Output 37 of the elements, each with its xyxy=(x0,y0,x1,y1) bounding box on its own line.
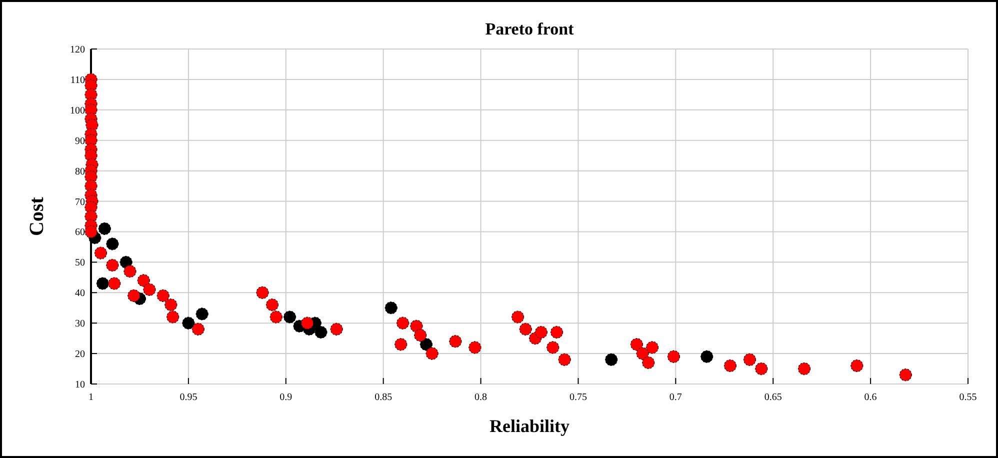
x-tick-label: 0.7 xyxy=(669,392,682,403)
x-axis-title: Reliability xyxy=(490,416,570,436)
point xyxy=(96,277,109,290)
x-tick-label: 0.9 xyxy=(280,392,292,403)
y-tick-label: 110 xyxy=(70,74,85,86)
x-tick-label: 0.65 xyxy=(764,392,782,403)
point xyxy=(196,308,208,320)
y-tick-label: 40 xyxy=(75,288,85,300)
x-tick-label: 0.85 xyxy=(374,392,392,403)
y-tick-label: 20 xyxy=(75,349,85,360)
point xyxy=(700,350,714,363)
point xyxy=(283,310,296,324)
point xyxy=(314,326,328,339)
x-tick-label: 0.75 xyxy=(569,392,587,403)
point xyxy=(605,353,618,366)
point xyxy=(120,256,132,268)
point xyxy=(384,302,398,314)
point xyxy=(106,238,119,250)
y-axis-title: Cost xyxy=(26,196,48,236)
y-tick-label: 10 xyxy=(75,380,85,390)
point xyxy=(98,222,111,235)
chart-title: Pareto front xyxy=(485,19,574,38)
y-tick-label: 120 xyxy=(70,44,85,56)
y-tick-label: 90 xyxy=(75,136,85,147)
x-tick-label: 0.55 xyxy=(959,392,977,403)
y-tick-label: 70 xyxy=(75,196,85,208)
point xyxy=(182,316,195,330)
y-tick-label: 50 xyxy=(75,258,85,269)
x-tick-label: 0.8 xyxy=(474,392,488,403)
x-tick-label: 0.6 xyxy=(864,392,877,403)
y-tick-label: 100 xyxy=(70,105,85,116)
y-tick-label: 30 xyxy=(75,318,85,330)
x-tick-label: 1 xyxy=(88,392,94,403)
y-tick-label: 80 xyxy=(75,166,85,178)
x-tick-label: 0.95 xyxy=(180,392,198,403)
y-tick-label: 60 xyxy=(75,227,85,238)
point xyxy=(420,338,433,351)
